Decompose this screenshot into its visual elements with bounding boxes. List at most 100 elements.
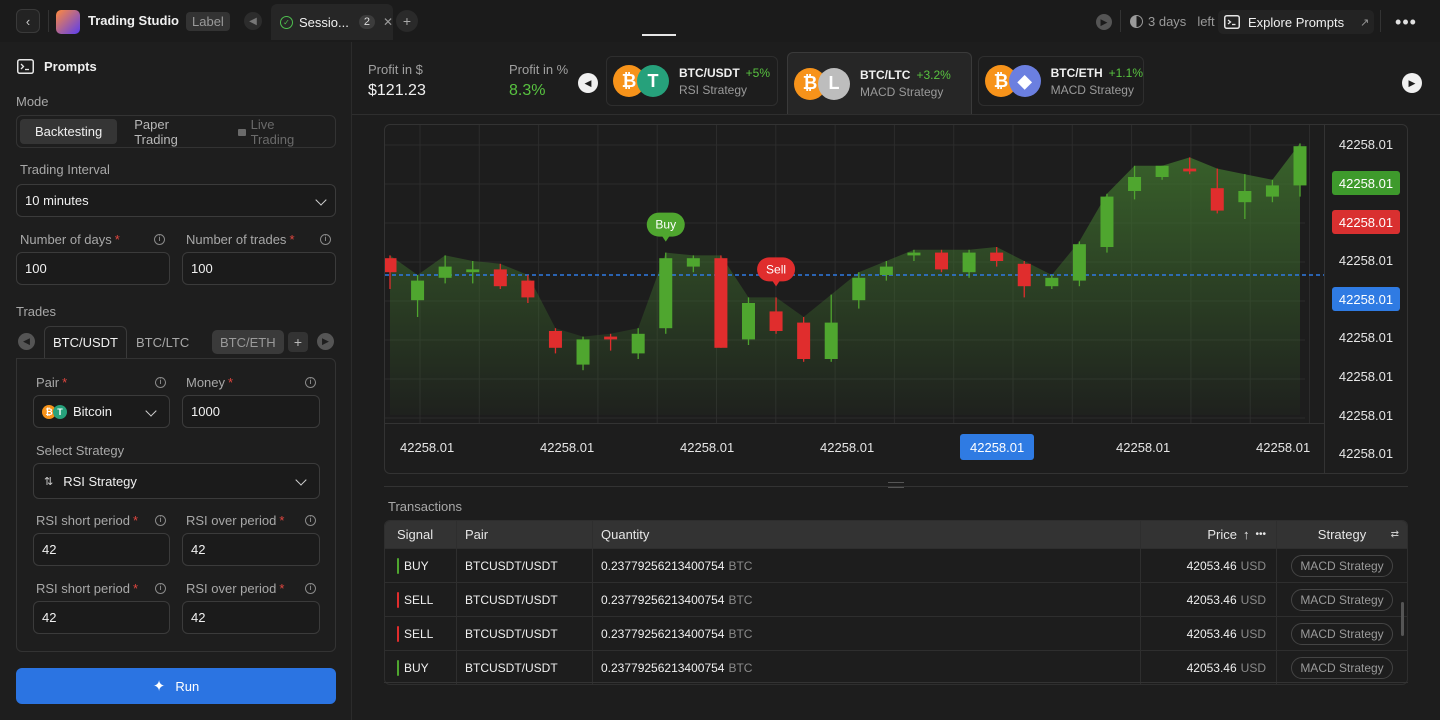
info-icon[interactable]: i xyxy=(155,515,166,526)
rsi-short-input[interactable]: 42 xyxy=(33,533,170,566)
col-signal[interactable]: Signal xyxy=(385,521,457,548)
explore-prompts-label: Explore Prompts xyxy=(1248,14,1345,30)
add-tab-button[interactable]: + xyxy=(396,10,418,32)
ethereum-icon: ◆ xyxy=(1008,65,1041,97)
days-input[interactable]: 100 xyxy=(16,252,170,285)
close-icon[interactable]: ✕ xyxy=(382,15,393,29)
trade-tab-next[interactable]: ▶ xyxy=(317,333,334,350)
candle-body xyxy=(1210,188,1224,211)
strategy-cell: MACD Strategy xyxy=(1277,651,1407,684)
chevron-left-icon: ◀ xyxy=(249,15,257,27)
candle-body xyxy=(962,252,976,273)
bitcoin-icon: ₿ xyxy=(42,404,56,419)
strategy-select[interactable]: ⇅ RSI Strategy xyxy=(33,463,320,499)
interval-select[interactable]: 10 minutes xyxy=(16,184,336,217)
divider xyxy=(384,486,1408,487)
marker-label: Buy xyxy=(655,218,676,232)
add-trade-button[interactable]: + xyxy=(288,332,308,352)
candle-body xyxy=(907,252,921,256)
info-icon[interactable]: i xyxy=(155,377,166,388)
lock-icon xyxy=(238,129,246,136)
pair-name: BTC/USDT +5% xyxy=(679,66,770,80)
info-icon[interactable]: i xyxy=(305,377,316,388)
quantity-value: 0.23779256213400754 xyxy=(601,626,725,641)
y-tick-label: 42258.01 xyxy=(1338,407,1394,423)
resize-handle[interactable] xyxy=(888,482,904,488)
table-row[interactable]: SELL BTCUSDT/USDT 0.23779256213400754 BTC 42… xyxy=(385,616,1407,650)
mode-backtesting[interactable]: Backtesting xyxy=(20,119,118,144)
pairs-prev-button[interactable]: ◀ xyxy=(578,73,598,93)
x-tick-label: 42258.01 xyxy=(540,439,595,455)
trade-tab-btc-eth[interactable]: BTC/ETH xyxy=(212,330,284,354)
candle-body xyxy=(1128,177,1142,191)
trade-tab-btc-ltc[interactable]: BTC/LTC xyxy=(136,334,190,350)
drag-indicator xyxy=(642,34,676,36)
col-price[interactable]: Price ↑ ••• xyxy=(1141,521,1277,548)
explore-prompts-button[interactable]: Explore Prompts ↗ xyxy=(1218,10,1374,34)
pairs-next-button[interactable]: ▶ xyxy=(1402,73,1422,93)
trades-count-input[interactable]: 100 xyxy=(182,252,336,285)
col-quantity[interactable]: Quantity xyxy=(593,521,1141,548)
quantity-value: 0.23779256213400754 xyxy=(601,558,725,573)
money-label-text: Money xyxy=(186,375,226,390)
strategy-pill[interactable]: MACD Strategy xyxy=(1291,622,1393,645)
marker-pointer xyxy=(661,235,670,242)
days-left-value: 3 days xyxy=(1148,14,1187,29)
buy-marker[interactable]: Buy xyxy=(646,212,685,242)
pair-pct: +1.1% xyxy=(1108,65,1143,80)
days-label: Number of days * xyxy=(20,232,120,247)
chevron-right-icon: ▶ xyxy=(322,336,329,346)
external-link-icon: ↗ xyxy=(1360,16,1370,29)
tab-session[interactable]: ✓ Sessio... 2 ✕ xyxy=(271,4,393,40)
candle-body xyxy=(852,277,866,301)
pair-select[interactable]: ₿ T Bitcoin xyxy=(33,395,170,428)
info-icon[interactable]: i xyxy=(305,583,316,594)
pair-card-btc-eth[interactable]: ₿ ◆ BTC/ETH +1.1% MACD Strategy xyxy=(978,56,1144,106)
table-row[interactable]: BUY BTCUSDT/USDT 0.23779256213400754 BTC 420… xyxy=(385,650,1407,684)
trade-tab-btc-usdt[interactable]: BTC/USDT xyxy=(44,326,127,358)
rsi-over-input[interactable]: 42 xyxy=(182,601,320,634)
candle-body xyxy=(824,322,838,359)
next-button[interactable]: ▶ xyxy=(1096,14,1112,30)
filter-icon[interactable]: ⇄ xyxy=(1390,529,1399,540)
signal-cell: BUY xyxy=(385,651,457,684)
candle-body xyxy=(1072,244,1086,281)
scrollbar[interactable] xyxy=(1401,602,1404,636)
strategy-value: RSI Strategy xyxy=(63,473,137,489)
info-icon[interactable]: i xyxy=(320,234,331,245)
strategy-pill[interactable]: MACD Strategy xyxy=(1291,656,1393,679)
info-icon[interactable]: i xyxy=(305,515,316,526)
more-dots-icon[interactable]: ••• xyxy=(1255,529,1266,540)
candle-body xyxy=(1045,277,1059,287)
divider xyxy=(384,682,1408,683)
info-icon[interactable]: i xyxy=(154,234,165,245)
trade-tab-prev[interactable]: ◀ xyxy=(18,333,35,350)
table-row[interactable]: SELL BTCUSDT/USDT 0.23779256213400754 BTC 42… xyxy=(385,582,1407,616)
strategy-pill[interactable]: MACD Strategy xyxy=(1291,554,1393,577)
col-strategy[interactable]: Strategy ⇄ xyxy=(1277,521,1407,548)
table-row[interactable]: BUY BTCUSDT/USDT 0.23779256213400754 BTC 420… xyxy=(385,548,1407,582)
sell-marker[interactable]: Sell xyxy=(757,257,796,287)
info-icon[interactable]: i xyxy=(155,583,166,594)
price-chart[interactable] xyxy=(384,124,1408,474)
sort-up-icon[interactable]: ↑ xyxy=(1242,527,1250,542)
rsi-short-input[interactable]: 42 xyxy=(33,601,170,634)
run-button[interactable]: ✦ Run xyxy=(16,668,336,704)
back-button[interactable]: ‹ xyxy=(16,9,40,33)
strategy-pill[interactable]: MACD Strategy xyxy=(1291,588,1393,611)
chevron-right-icon: ▶ xyxy=(1408,77,1416,88)
candle-body xyxy=(604,336,618,340)
tab-prev-button[interactable]: ◀ xyxy=(244,12,262,30)
x-tick-label: 42258.01 xyxy=(820,439,875,455)
mode-paper-trading[interactable]: Paper Trading xyxy=(134,116,178,147)
profit-pct-label: Profit in % xyxy=(509,62,569,77)
label-badge[interactable]: Label xyxy=(186,12,230,31)
mode-label: Mode xyxy=(16,94,49,109)
money-input[interactable]: 1000 xyxy=(182,395,320,428)
col-pair[interactable]: Pair xyxy=(457,521,593,548)
more-options-button[interactable]: ••• xyxy=(1392,12,1420,32)
rsi-over-input[interactable]: 42 xyxy=(182,533,320,566)
pair-card-btc-ltc[interactable]: ₿ L BTC/LTC +3.2% MACD Strategy xyxy=(787,52,972,114)
pair-card-btc-usdt[interactable]: ₿ T BTC/USDT +5% RSI Strategy xyxy=(606,56,778,106)
price-unit: USD xyxy=(1240,558,1266,573)
